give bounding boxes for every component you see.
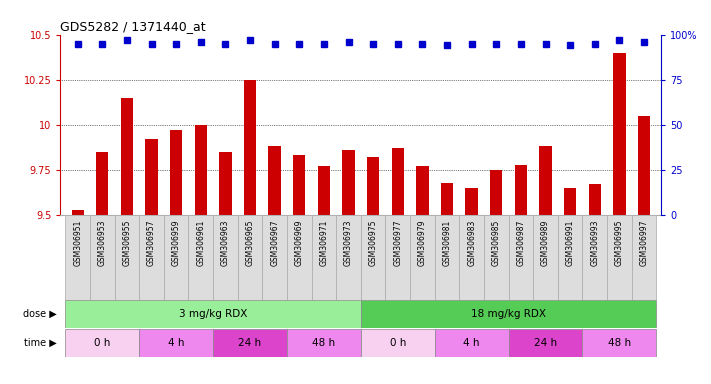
Bar <box>613 53 626 215</box>
Bar <box>311 215 336 300</box>
Bar <box>287 329 361 356</box>
Bar <box>170 130 182 215</box>
Text: dose ▶: dose ▶ <box>23 309 57 319</box>
Bar <box>343 150 355 215</box>
Bar <box>65 300 361 328</box>
Bar <box>90 215 114 300</box>
Text: 24 h: 24 h <box>238 338 262 348</box>
Text: GSM306991: GSM306991 <box>566 219 574 266</box>
Bar <box>237 215 262 300</box>
Text: 0 h: 0 h <box>390 338 406 348</box>
Text: GSM306997: GSM306997 <box>639 219 648 266</box>
Text: 24 h: 24 h <box>534 338 557 348</box>
Bar <box>121 98 133 215</box>
Text: GSM306959: GSM306959 <box>171 219 181 266</box>
Bar <box>434 215 459 300</box>
Bar <box>508 215 533 300</box>
Bar <box>515 164 527 215</box>
Bar <box>164 215 188 300</box>
Bar <box>262 215 287 300</box>
Text: GSM306981: GSM306981 <box>442 219 451 265</box>
Bar <box>96 152 109 215</box>
Text: GSM306995: GSM306995 <box>615 219 624 266</box>
Bar <box>219 152 232 215</box>
Bar <box>367 157 379 215</box>
Text: GSM306993: GSM306993 <box>590 219 599 266</box>
Text: GSM306953: GSM306953 <box>98 219 107 266</box>
Bar <box>631 215 656 300</box>
Text: time ▶: time ▶ <box>24 338 57 348</box>
Bar <box>410 215 434 300</box>
Text: GSM306983: GSM306983 <box>467 219 476 266</box>
Text: GSM306963: GSM306963 <box>221 219 230 266</box>
Bar <box>114 215 139 300</box>
Bar <box>582 215 607 300</box>
Bar <box>638 116 650 215</box>
Bar <box>287 215 311 300</box>
Text: 48 h: 48 h <box>608 338 631 348</box>
Text: GSM306977: GSM306977 <box>393 219 402 266</box>
Bar <box>392 148 404 215</box>
Text: GSM306967: GSM306967 <box>270 219 279 266</box>
Text: GSM306971: GSM306971 <box>319 219 328 266</box>
Bar <box>65 329 139 356</box>
Text: GSM306985: GSM306985 <box>492 219 501 266</box>
Bar <box>244 80 256 215</box>
Bar <box>385 215 410 300</box>
Text: GSM306975: GSM306975 <box>368 219 378 266</box>
Bar <box>434 329 508 356</box>
Bar <box>65 215 90 300</box>
Text: GSM306969: GSM306969 <box>295 219 304 266</box>
Text: GSM306951: GSM306951 <box>73 219 82 266</box>
Bar <box>589 184 601 215</box>
Text: GSM306955: GSM306955 <box>122 219 132 266</box>
Bar <box>564 188 577 215</box>
Text: GSM306987: GSM306987 <box>516 219 525 266</box>
Bar <box>466 188 478 215</box>
Text: GSM306965: GSM306965 <box>245 219 255 266</box>
Bar <box>72 210 84 215</box>
Text: GSM306961: GSM306961 <box>196 219 205 266</box>
Bar <box>441 182 453 215</box>
Bar <box>361 215 385 300</box>
Bar <box>318 166 330 215</box>
Bar <box>582 329 656 356</box>
Text: GSM306989: GSM306989 <box>541 219 550 266</box>
Bar <box>336 215 361 300</box>
Bar <box>213 329 287 356</box>
Text: 4 h: 4 h <box>464 338 480 348</box>
Text: GSM306957: GSM306957 <box>147 219 156 266</box>
Text: GSM306979: GSM306979 <box>418 219 427 266</box>
Bar <box>139 215 164 300</box>
Bar <box>607 215 631 300</box>
Bar <box>269 146 281 215</box>
Text: 0 h: 0 h <box>94 338 110 348</box>
Bar <box>540 146 552 215</box>
Bar <box>508 329 582 356</box>
Bar <box>361 329 434 356</box>
Bar <box>361 300 656 328</box>
Bar <box>293 156 306 215</box>
Text: GDS5282 / 1371440_at: GDS5282 / 1371440_at <box>60 20 206 33</box>
Text: 48 h: 48 h <box>312 338 336 348</box>
Text: 3 mg/kg RDX: 3 mg/kg RDX <box>179 309 247 319</box>
Text: GSM306973: GSM306973 <box>344 219 353 266</box>
Bar <box>195 125 207 215</box>
Bar <box>416 166 429 215</box>
Bar <box>139 329 213 356</box>
Bar <box>188 215 213 300</box>
Bar <box>484 215 508 300</box>
Bar <box>213 215 237 300</box>
Text: 18 mg/kg RDX: 18 mg/kg RDX <box>471 309 546 319</box>
Bar <box>145 139 158 215</box>
Text: 4 h: 4 h <box>168 338 184 348</box>
Bar <box>558 215 582 300</box>
Bar <box>490 170 503 215</box>
Bar <box>533 215 558 300</box>
Bar <box>459 215 484 300</box>
